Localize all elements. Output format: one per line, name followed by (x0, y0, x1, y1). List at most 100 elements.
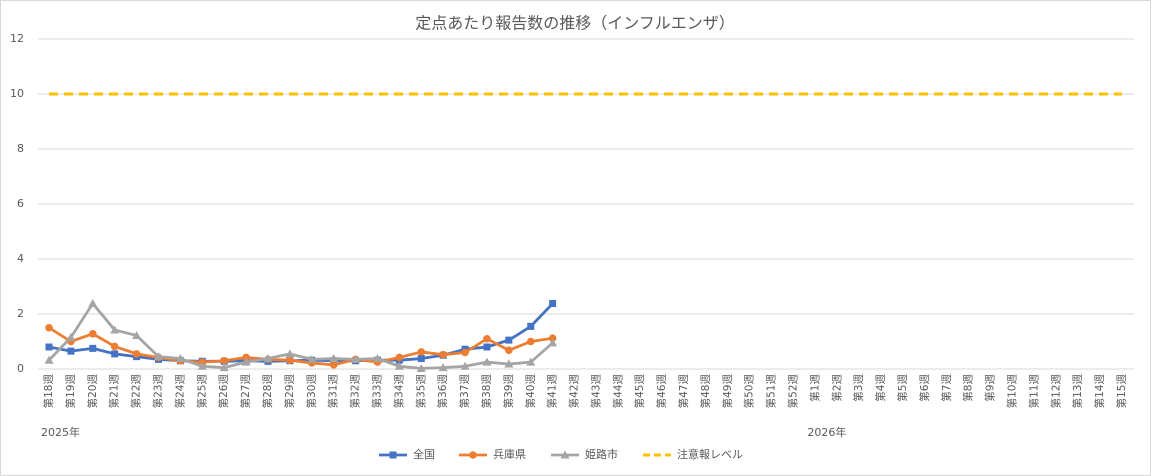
x-tick-label: 第46週 (655, 374, 668, 409)
marker (527, 322, 535, 330)
legend-item: 兵庫県 (459, 447, 526, 461)
x-tick-label: 第21週 (108, 374, 121, 409)
x-tick-label: 第24週 (173, 374, 186, 409)
marker (132, 330, 142, 339)
marker (111, 350, 119, 358)
marker (526, 357, 536, 366)
x-tick-label: 第32週 (349, 374, 362, 409)
x-tick-label: 第1週 (808, 374, 821, 402)
x-tick-label: 第44週 (611, 374, 624, 409)
marker (395, 353, 404, 362)
marker (89, 344, 97, 352)
x-tick-label: 第41週 (546, 374, 559, 409)
y-tick-label: 8 (17, 142, 24, 155)
marker (44, 355, 54, 364)
marker (329, 361, 338, 369)
marker (329, 354, 339, 363)
y-tick-label: 10 (10, 87, 24, 100)
legend-item: 全国 (379, 447, 435, 461)
x-tick-label: 第48週 (699, 374, 712, 409)
marker (45, 323, 53, 332)
x-tick-label: 第51週 (765, 374, 778, 409)
marker (110, 325, 120, 334)
x-tick-label: 第9週 (984, 374, 997, 402)
x-tick-label: 第20週 (86, 374, 99, 409)
marker (88, 330, 97, 338)
marker (504, 359, 514, 368)
marker (45, 343, 53, 351)
y-tick-label: 2 (17, 307, 24, 320)
x-tick-label: 第36週 (436, 374, 449, 409)
y-tick-label: 0 (17, 362, 24, 375)
marker (548, 334, 557, 343)
marker (417, 355, 425, 363)
marker (438, 363, 448, 372)
x-tick-label: 第19週 (64, 374, 77, 409)
y-tick-label: 4 (17, 252, 24, 265)
x-tick-label: 第23週 (151, 374, 164, 409)
marker (263, 354, 273, 363)
marker (526, 337, 535, 346)
marker (110, 342, 119, 351)
x-tick-label: 第30週 (305, 374, 318, 409)
marker (242, 353, 250, 362)
marker (483, 334, 491, 343)
legend-item: 注意報レベル (643, 447, 743, 461)
marker (560, 450, 570, 459)
marker (372, 354, 382, 363)
marker (505, 336, 513, 344)
x-tick-label: 第35週 (414, 374, 427, 409)
marker (88, 299, 98, 308)
marker (460, 361, 470, 370)
x-tick-label: 第18週 (42, 374, 55, 409)
x-tick-label: 第37週 (458, 374, 471, 409)
x-tick-label: 第3週 (852, 374, 865, 402)
marker (439, 350, 447, 359)
x-tick-label: 第47週 (677, 374, 690, 409)
x-tick-label: 第14週 (1093, 374, 1106, 409)
x-tick-label: 第11週 (1027, 374, 1040, 409)
x-tick-label: 第34週 (392, 374, 405, 409)
marker (241, 357, 251, 366)
legend-label: 姫路市 (585, 447, 618, 461)
marker (389, 451, 397, 459)
x-tick-label: 第33週 (370, 374, 383, 409)
y-tick-label: 6 (17, 197, 24, 210)
year-label: 2025年 (41, 425, 80, 439)
marker (153, 352, 163, 361)
marker (175, 354, 185, 363)
legend-label: 注意報レベル (677, 447, 743, 461)
legend-label: 兵庫県 (493, 447, 526, 461)
x-tick-label: 第26週 (217, 374, 230, 409)
x-tick-label: 第39週 (502, 374, 515, 409)
marker (548, 338, 558, 347)
x-tick-label: 第12週 (1049, 374, 1062, 409)
x-tick-label: 第15週 (1115, 374, 1128, 409)
x-tick-label: 第52週 (787, 374, 800, 409)
x-tick-label: 第50週 (743, 374, 756, 409)
x-tick-label: 第49週 (721, 374, 734, 409)
marker (132, 350, 141, 358)
x-tick-label: 第29週 (283, 374, 296, 409)
x-tick-label: 第8週 (962, 374, 975, 402)
marker (220, 356, 228, 365)
marker (394, 361, 404, 370)
marker (483, 343, 491, 351)
legend-item: 姫路市 (551, 447, 618, 461)
marker (286, 356, 294, 365)
x-tick-label: 第43週 (589, 374, 602, 409)
marker (505, 346, 513, 355)
x-tick-label: 第25週 (195, 374, 208, 409)
x-tick-label: 第4週 (874, 374, 887, 402)
marker (416, 363, 426, 372)
x-tick-label: 第13週 (1071, 374, 1084, 409)
marker (461, 348, 469, 357)
marker (67, 347, 75, 355)
x-tick-label: 第40週 (524, 374, 537, 409)
x-tick-label: 第28週 (261, 374, 274, 409)
marker (549, 300, 557, 308)
chart-title: 定点あたり報告数の推移（インフルエンザ） (415, 14, 735, 33)
